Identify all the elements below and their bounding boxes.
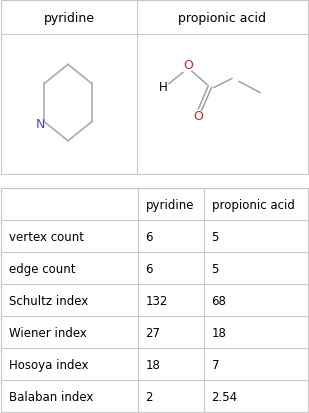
Text: 5: 5 <box>212 262 219 275</box>
Text: pyridine: pyridine <box>44 12 95 24</box>
Text: edge count: edge count <box>9 262 75 275</box>
Text: Wiener index: Wiener index <box>9 326 87 339</box>
Text: Balaban index: Balaban index <box>9 389 93 403</box>
Text: 6: 6 <box>146 262 153 275</box>
Text: 6: 6 <box>146 230 153 243</box>
Text: 68: 68 <box>212 294 226 307</box>
Text: vertex count: vertex count <box>9 230 84 243</box>
Text: 18: 18 <box>146 358 160 371</box>
Text: N: N <box>36 118 45 131</box>
Text: 27: 27 <box>146 326 161 339</box>
Text: 2: 2 <box>146 389 153 403</box>
Text: propionic acid: propionic acid <box>212 198 294 211</box>
Text: Schultz index: Schultz index <box>9 294 88 307</box>
Text: 132: 132 <box>146 294 168 307</box>
Text: H: H <box>159 81 167 94</box>
Text: propionic acid: propionic acid <box>178 12 266 24</box>
Text: pyridine: pyridine <box>146 198 194 211</box>
Text: O: O <box>183 59 193 72</box>
Text: 5: 5 <box>212 230 219 243</box>
Text: O: O <box>193 110 203 123</box>
Text: Hosoya index: Hosoya index <box>9 358 88 371</box>
Text: 7: 7 <box>212 358 219 371</box>
Text: 2.54: 2.54 <box>212 389 238 403</box>
Text: 18: 18 <box>212 326 226 339</box>
